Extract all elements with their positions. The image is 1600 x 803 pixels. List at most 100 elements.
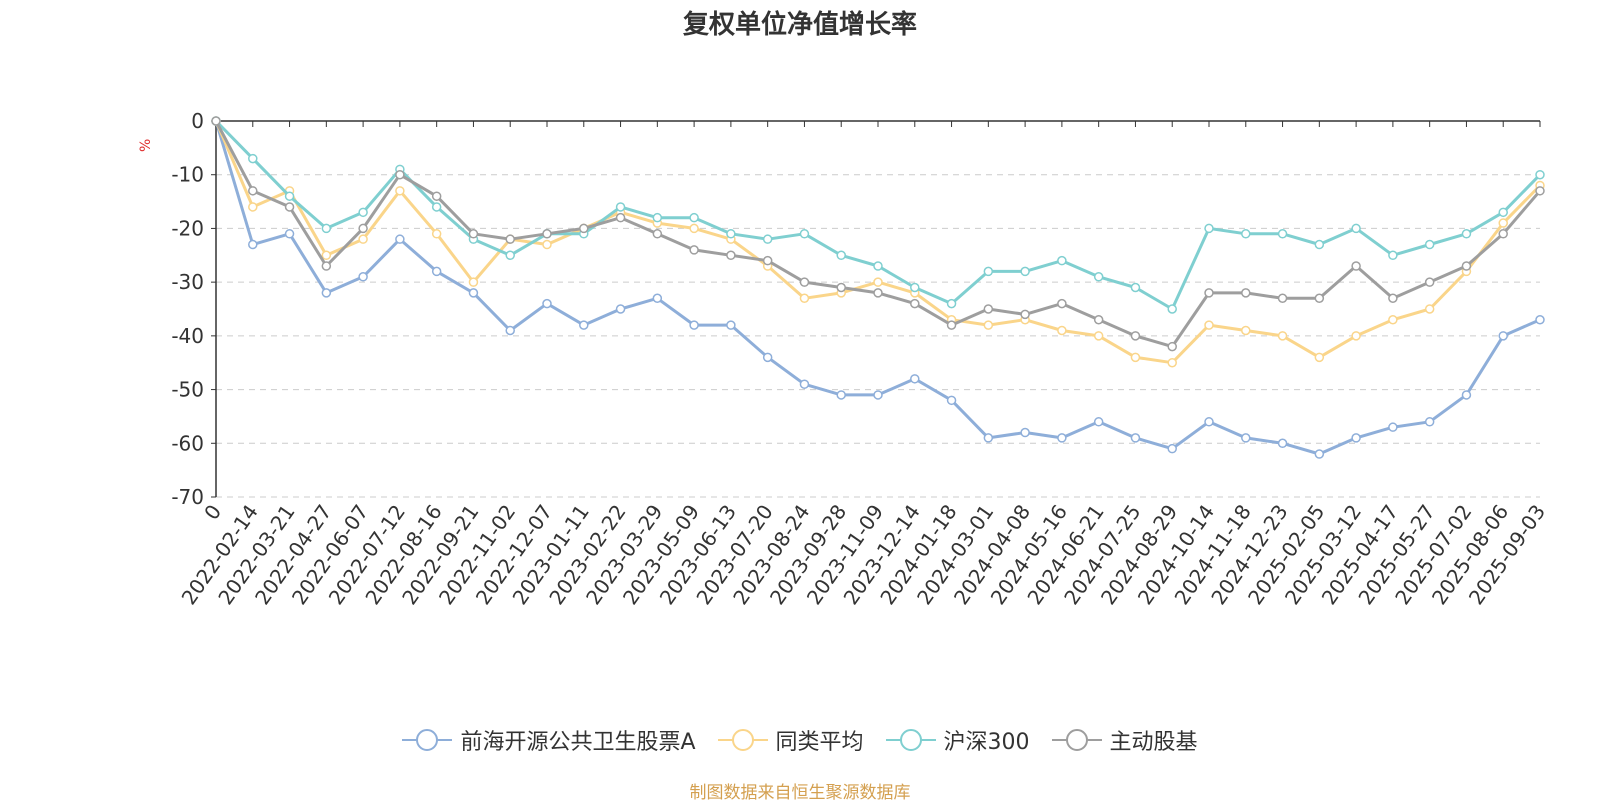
- data-point: [1461, 229, 1472, 239]
- data-point: [1241, 325, 1251, 336]
- data-point: [1204, 288, 1214, 298]
- legend-label: 主动股基: [1109, 730, 1198, 755]
- data-point: [983, 320, 994, 330]
- legend-marker-icon: [1051, 728, 1102, 752]
- data-point: [1314, 239, 1325, 250]
- data-point: [1535, 169, 1545, 180]
- data-point: [1535, 186, 1545, 196]
- data-point: [1277, 293, 1288, 304]
- legend-label: 沪深300: [943, 730, 1030, 755]
- data-point: [873, 277, 883, 287]
- data-point: [431, 191, 442, 201]
- data-point: [1130, 331, 1141, 341]
- y-tick-label: -20: [171, 216, 204, 240]
- data-point: [1314, 293, 1325, 304]
- data-point: [1167, 341, 1177, 352]
- data-point: [1093, 417, 1104, 427]
- data-point: [505, 234, 515, 244]
- data-point: [1057, 433, 1067, 443]
- legend-marker-icon: [885, 728, 936, 752]
- data-point: [1130, 433, 1141, 443]
- data-point: [1351, 223, 1361, 234]
- data-point: [321, 223, 332, 234]
- data-point: [615, 304, 626, 314]
- data-point: [689, 320, 699, 330]
- data-point: [1204, 320, 1214, 330]
- x-tick-label: 0: [199, 500, 226, 524]
- data-point: [1277, 438, 1288, 449]
- data-point: [1130, 352, 1141, 363]
- data-point: [652, 293, 663, 304]
- data-point: [468, 229, 479, 239]
- data-point: [1241, 433, 1251, 443]
- data-point: [873, 261, 883, 271]
- y-tick-label: -60: [171, 431, 204, 455]
- y-tick-label: 0: [191, 109, 204, 133]
- data-point: [1388, 293, 1398, 304]
- data-point: [1461, 390, 1472, 400]
- data-point: [726, 229, 736, 239]
- data-point: [211, 116, 221, 126]
- data-point: [1498, 229, 1508, 239]
- data-point: [836, 250, 846, 261]
- legend: 前海开源公共卫生股票A 同类平均 沪深300 主动股基: [0, 724, 1600, 756]
- data-point: [321, 250, 332, 261]
- data-point: [873, 390, 883, 400]
- data-point: [1057, 325, 1067, 336]
- data-point: [284, 229, 295, 239]
- legend-label: 同类平均: [775, 730, 864, 755]
- data-point: [762, 255, 773, 266]
- legend-item[interactable]: 同类平均: [717, 724, 864, 756]
- data-point: [946, 320, 957, 330]
- legend-label: 前海开源公共卫生股票A: [460, 730, 696, 755]
- data-point: [799, 229, 810, 239]
- data-point: [321, 288, 332, 298]
- data-point: [248, 153, 258, 164]
- data-point: [1351, 433, 1361, 443]
- legend-item[interactable]: 主动股基: [1051, 724, 1198, 756]
- data-point: [726, 250, 736, 261]
- y-tick-label: -10: [171, 163, 204, 187]
- legend-item[interactable]: 沪深300: [885, 724, 1030, 756]
- data-point: [284, 191, 295, 201]
- legend-item[interactable]: 前海开源公共卫生股票A: [402, 724, 696, 756]
- data-point: [431, 266, 442, 277]
- data-point: [1498, 207, 1508, 218]
- data-point: [910, 374, 920, 384]
- data-point: [505, 325, 515, 336]
- data-point: [946, 395, 957, 406]
- data-point: [1020, 309, 1030, 320]
- data-point: [1535, 314, 1545, 325]
- series-line: [214, 120, 1541, 456]
- chart-title: 复权单位净值增长率: [682, 10, 917, 40]
- data-point: [1424, 417, 1435, 427]
- data-point: [1167, 304, 1177, 314]
- data-point: [431, 202, 442, 212]
- data-point: [762, 234, 773, 244]
- data-point: [799, 379, 810, 389]
- data-point: [1277, 229, 1288, 239]
- data-point: [689, 223, 699, 234]
- data-point: [358, 234, 368, 244]
- data-point: [395, 169, 405, 180]
- data-point: [1498, 218, 1508, 228]
- data-point: [983, 433, 994, 443]
- data-point: [615, 202, 626, 212]
- data-point: [321, 261, 332, 271]
- data-point: [836, 390, 846, 400]
- data-point: [1167, 357, 1177, 368]
- data-point: [1351, 261, 1361, 271]
- series-line: [214, 120, 1542, 365]
- data-point: [799, 293, 810, 304]
- data-point: [652, 229, 663, 239]
- y-tick-label: -70: [171, 485, 204, 509]
- y-tick-label: -30: [171, 270, 204, 294]
- data-point: [1388, 314, 1398, 325]
- data-point: [983, 266, 994, 277]
- data-point: [652, 212, 663, 223]
- data-point: [836, 282, 846, 293]
- y-tick-label: -40: [171, 324, 204, 348]
- data-point: [689, 245, 699, 255]
- data-point: [284, 202, 295, 212]
- data-point: [505, 250, 515, 261]
